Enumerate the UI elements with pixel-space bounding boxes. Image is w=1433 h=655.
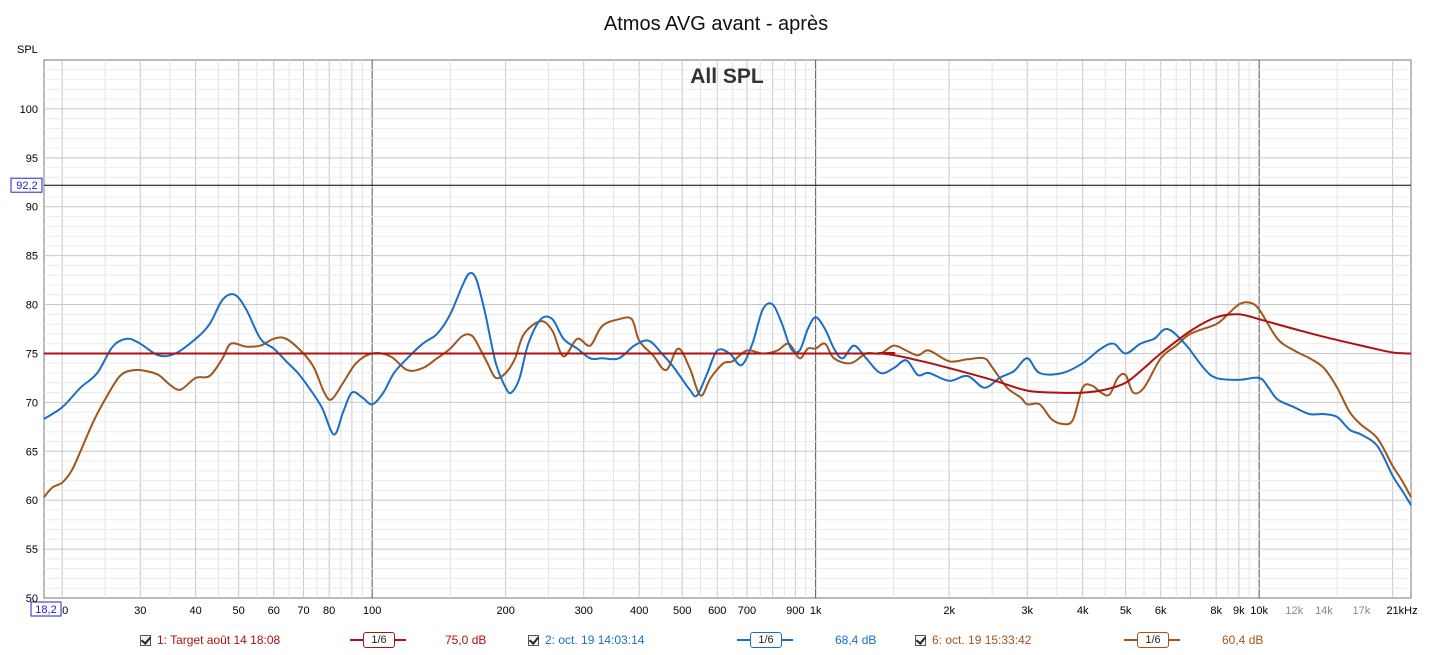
plot-background bbox=[43, 59, 1412, 599]
x-tick-label: 14k bbox=[1315, 605, 1333, 617]
x-tick-label: 6k bbox=[1155, 605, 1167, 617]
legend-value-oct19-153342: 60,4 dB bbox=[1222, 633, 1264, 647]
smoothing-button-oct19-153342[interactable]: 1/6 bbox=[1124, 632, 1180, 648]
chart-subtitle: All SPL bbox=[690, 65, 764, 88]
y-tick-label: 100 bbox=[20, 104, 38, 116]
x-tick-label: 600 bbox=[708, 605, 726, 617]
x-tick-label: 10k bbox=[1250, 605, 1268, 617]
y-tick-label: 70 bbox=[26, 397, 38, 409]
x-tick-label: 50 bbox=[233, 605, 245, 617]
y-axis-label: SPL bbox=[17, 44, 38, 56]
x-tick-label: 100 bbox=[363, 605, 381, 617]
x-tick-label: 17k bbox=[1352, 605, 1370, 617]
x-tick-label: 21kHz bbox=[1386, 605, 1417, 617]
legend-label-oct19-140314: 2: oct. 19 14:03:14 bbox=[545, 633, 645, 647]
x-tick-label: 5k bbox=[1120, 605, 1132, 617]
x-tick-label: 80 bbox=[323, 605, 335, 617]
y-tick-label: 90 bbox=[26, 202, 38, 214]
x-axis-ticks: 20 30 40 50 60 70 80 100 200 300 400 500 600 700 900 1k… bbox=[56, 605, 1418, 617]
series-line-1 bbox=[44, 313, 1412, 394]
smoothing-label-oct19-153342: 1/6 bbox=[1137, 632, 1169, 648]
x-tick-label: 500 bbox=[673, 605, 691, 617]
y-tick-label: 95 bbox=[26, 153, 38, 165]
legend-item-target[interactable]: 1: Target août 14 18:08 bbox=[140, 626, 280, 654]
legend-checkbox-oct19-140314[interactable] bbox=[528, 634, 539, 646]
x-tick-label: 8k bbox=[1210, 605, 1222, 617]
chart-title: Atmos AVG avant - après bbox=[604, 13, 828, 35]
legend-checkbox-oct19-153342[interactable] bbox=[915, 634, 926, 646]
smoothing-button-oct19-140314[interactable]: 1/6 bbox=[737, 632, 793, 648]
legend-value-target: 75,0 dB bbox=[445, 633, 487, 647]
legend: 1: Target août 14 18:08 1/6 75,0 dB 2: o… bbox=[0, 626, 1433, 654]
series-line-3 bbox=[43, 301, 1412, 498]
x-tick-label: 1k bbox=[810, 605, 822, 617]
cursor-y-readout-box bbox=[10, 177, 43, 193]
legend-label-target: 1: Target août 14 18:08 bbox=[157, 633, 281, 647]
x-tick-label: 40 bbox=[190, 605, 202, 617]
legend-item-oct19-140314[interactable]: 2: oct. 19 14:03:14 bbox=[528, 626, 644, 654]
legend-checkbox-target[interactable] bbox=[140, 634, 151, 646]
y-tick-label: 75 bbox=[26, 348, 38, 360]
smoothing-label-oct19-140314: 1/6 bbox=[750, 632, 782, 648]
x-tick-label: 300 bbox=[575, 605, 593, 617]
x-tick-label: 2k bbox=[943, 605, 955, 617]
x-tick-label: 3k bbox=[1021, 605, 1033, 617]
x-tick-label: 30 bbox=[134, 605, 146, 617]
cursor-y-readout: 92,2 bbox=[16, 180, 37, 192]
legend-item-oct19-153342[interactable]: 6: oct. 19 15:33:42 bbox=[915, 626, 1031, 654]
x-tick-label: 900 bbox=[786, 605, 804, 617]
x-tick-label: 60 bbox=[268, 605, 280, 617]
smoothing-button-target[interactable]: 1/6 bbox=[350, 632, 406, 648]
x-tick-label: 70 bbox=[297, 605, 309, 617]
legend-value-oct19-140314: 68,4 dB bbox=[835, 633, 877, 647]
series-line-2 bbox=[43, 271, 1412, 506]
cursor-x-readout: 18,2 bbox=[35, 604, 56, 616]
cursor-x-readout-box bbox=[30, 601, 62, 617]
x-tick-label: 200 bbox=[496, 605, 514, 617]
series-lines bbox=[43, 271, 1412, 506]
y-tick-label: 85 bbox=[26, 251, 38, 263]
y-tick-label: 80 bbox=[26, 300, 38, 312]
y-tick-label: 60 bbox=[26, 495, 38, 507]
x-tick-label: 4k bbox=[1077, 605, 1089, 617]
x-tick-label: 12k bbox=[1285, 605, 1303, 617]
smoothing-label-target: 1/6 bbox=[363, 632, 395, 648]
x-tick-label: 700 bbox=[738, 605, 756, 617]
y-tick-label: 55 bbox=[26, 544, 38, 556]
frequency-response-chart: Atmos AVG avant - après SPL 50 55 60 65 70 75… bbox=[10, 13, 1418, 617]
legend-label-oct19-153342: 6: oct. 19 15:33:42 bbox=[932, 633, 1032, 647]
y-tick-label: 65 bbox=[26, 446, 38, 458]
x-tick-label: 400 bbox=[630, 605, 648, 617]
x-tick-label: 9k bbox=[1233, 605, 1245, 617]
